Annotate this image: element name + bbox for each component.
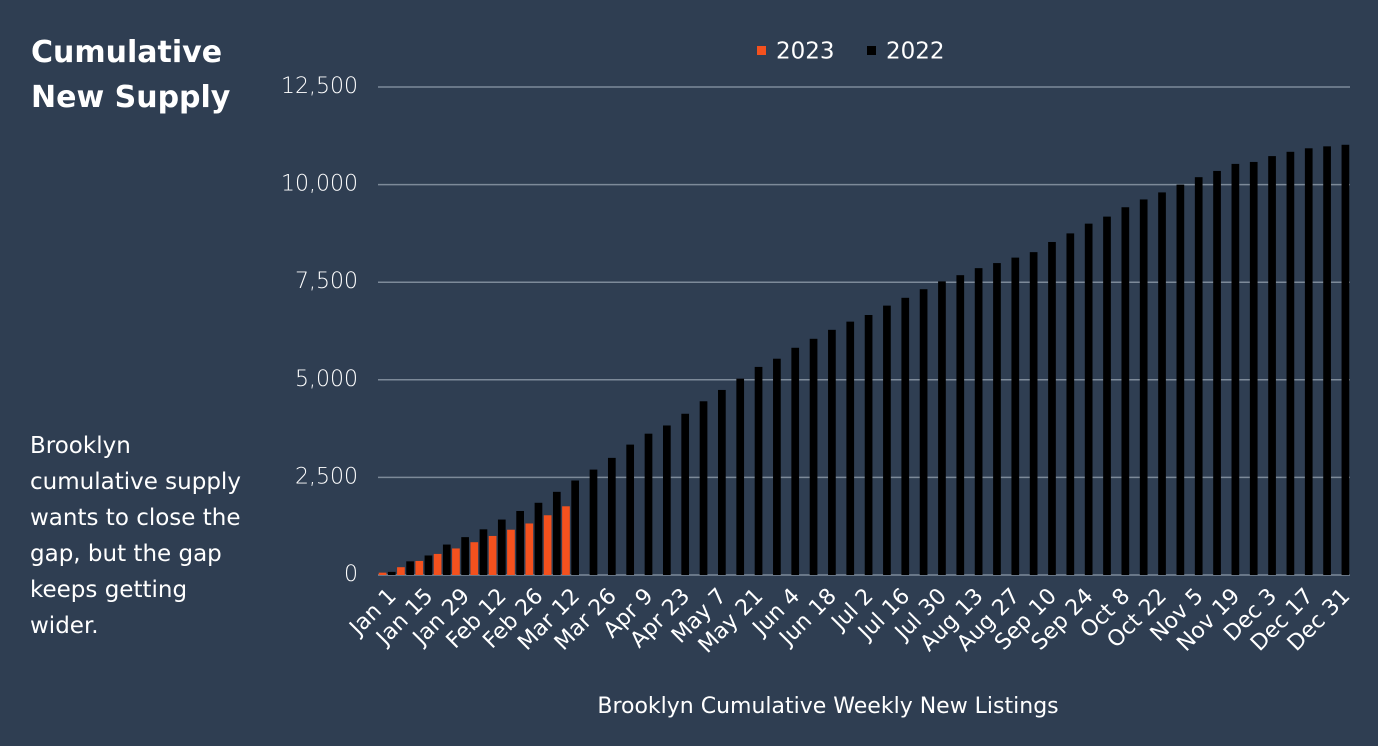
bar	[1176, 184, 1185, 575]
bar	[497, 519, 506, 575]
bar	[1323, 146, 1331, 575]
bar	[956, 275, 965, 575]
annotation: Brooklyn cumulative supply wants to clos…	[30, 433, 241, 639]
bar	[919, 289, 928, 575]
bar	[809, 338, 818, 575]
bar	[938, 281, 946, 575]
y-tick-label: 7,500	[295, 269, 358, 294]
bar	[791, 347, 800, 575]
bar	[1341, 144, 1350, 575]
bar	[1158, 192, 1166, 575]
y-tick-label: 2,500	[295, 464, 358, 489]
bar	[461, 537, 469, 575]
bar	[1231, 163, 1240, 575]
legend-swatch	[757, 46, 766, 55]
bar	[662, 425, 671, 575]
page-title: Cumulative New Supply	[31, 35, 231, 115]
bar	[1304, 148, 1313, 576]
bar	[516, 510, 524, 575]
bar	[1249, 161, 1258, 576]
bar	[681, 413, 690, 575]
legend-label: 2023	[776, 39, 835, 65]
bar	[846, 321, 855, 575]
bar	[452, 548, 460, 575]
bar	[864, 314, 873, 575]
bar	[1268, 156, 1276, 575]
bar	[993, 263, 1001, 575]
bar	[1139, 199, 1148, 576]
bar	[488, 535, 497, 575]
bar	[644, 433, 653, 575]
bar	[562, 506, 570, 575]
bar	[378, 572, 387, 575]
bar	[571, 480, 580, 575]
bar	[736, 378, 745, 575]
bar	[525, 523, 534, 575]
bar	[415, 560, 424, 575]
legend-label: 2022	[886, 39, 945, 65]
bar	[1066, 233, 1075, 575]
bar	[883, 305, 891, 575]
bar	[773, 358, 781, 575]
x-axis-title: Brooklyn Cumulative Weekly New Listings	[597, 694, 1058, 719]
bar	[433, 553, 442, 575]
bar	[442, 544, 451, 575]
bar	[534, 502, 543, 575]
bar	[397, 567, 405, 575]
bar	[406, 561, 414, 575]
bar	[699, 401, 708, 575]
bar	[974, 268, 983, 575]
bar	[828, 329, 836, 575]
bar	[589, 469, 598, 575]
y-tick-label: 0	[344, 562, 358, 587]
bar	[607, 457, 616, 575]
bar	[387, 571, 396, 575]
y-tick-label: 5,000	[295, 367, 358, 392]
bar	[1121, 207, 1130, 575]
legend-swatch	[867, 46, 876, 55]
bar	[1011, 257, 1020, 575]
bar	[1194, 177, 1203, 575]
bar	[507, 529, 515, 575]
bar	[543, 515, 552, 575]
bar	[1084, 223, 1093, 575]
bar	[626, 444, 635, 575]
y-tick-label: 12,500	[281, 74, 358, 99]
bar	[479, 529, 488, 575]
bar	[424, 555, 433, 575]
bar	[1103, 216, 1111, 575]
bar	[1286, 151, 1295, 575]
y-tick-label: 10,000	[281, 172, 358, 197]
bar	[1048, 241, 1056, 575]
bar	[470, 542, 479, 575]
bar	[1213, 170, 1221, 575]
bar	[1029, 252, 1038, 575]
bar	[552, 491, 561, 575]
bar	[754, 366, 763, 575]
bar	[901, 297, 910, 575]
bar	[718, 389, 726, 575]
